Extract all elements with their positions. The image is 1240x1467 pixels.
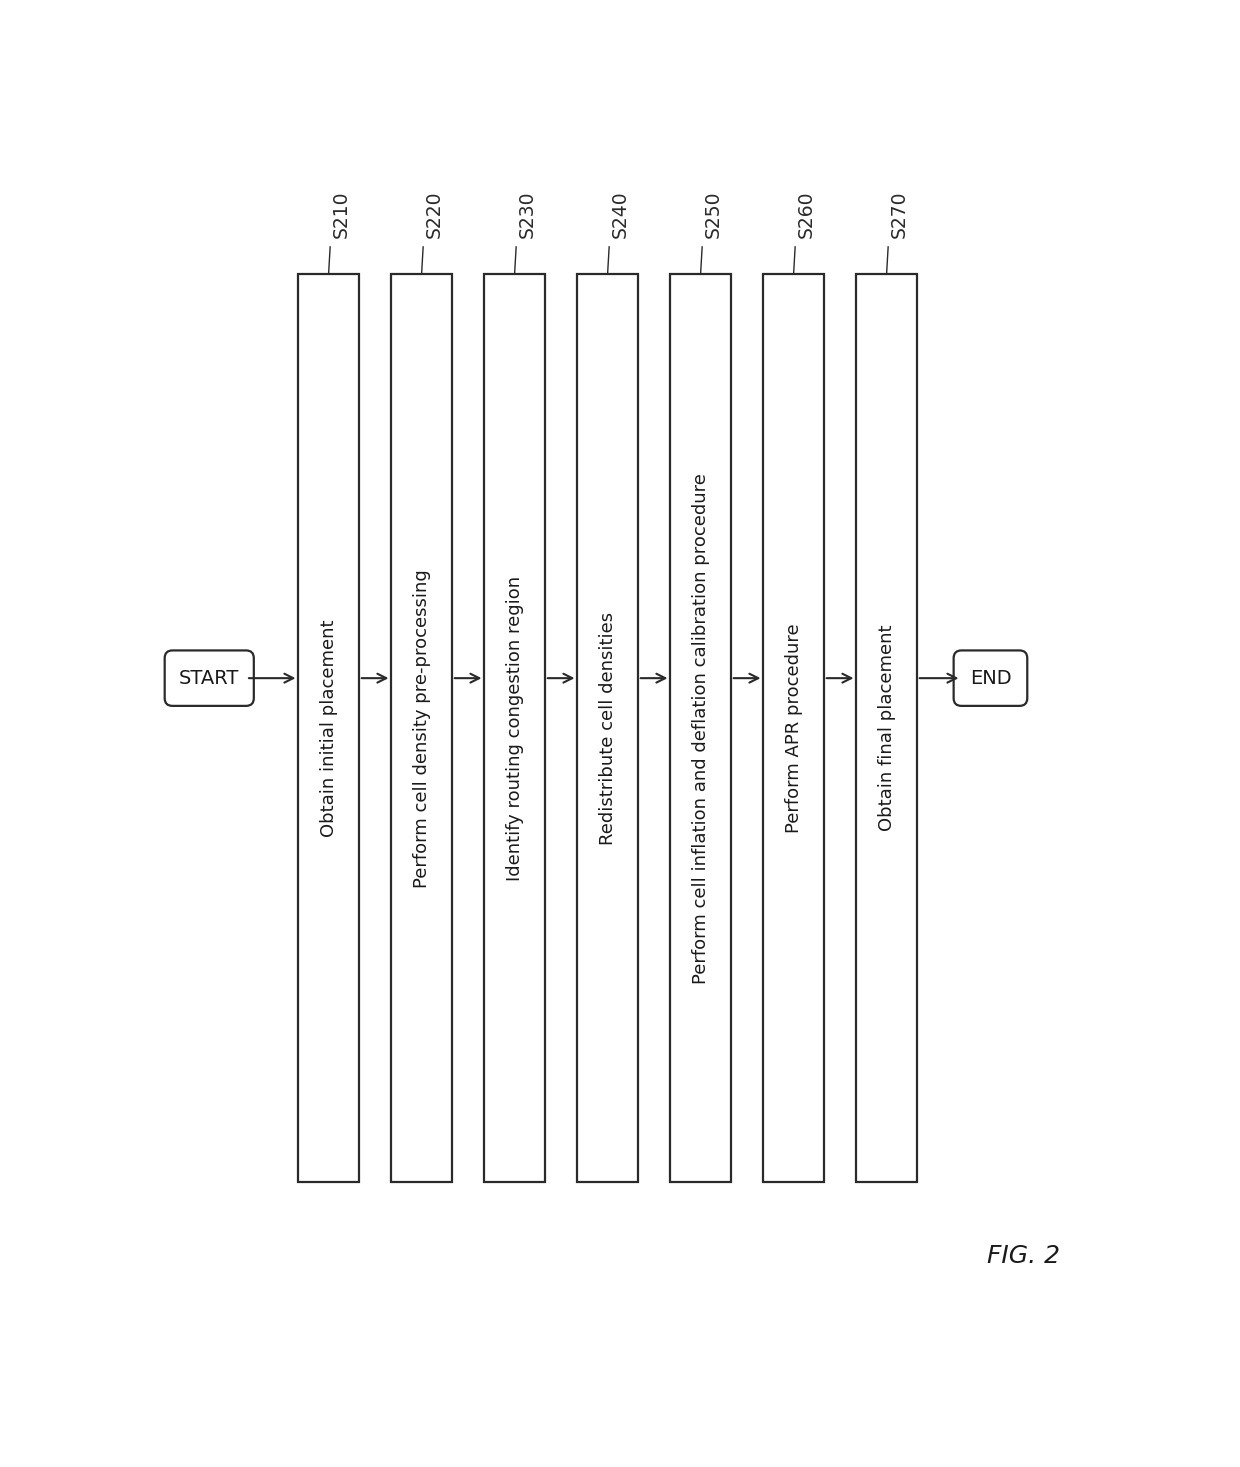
Text: Perform cell density pre-processing: Perform cell density pre-processing	[413, 569, 430, 888]
Text: Perform APR procedure: Perform APR procedure	[785, 623, 802, 833]
Bar	[299, 274, 358, 1182]
Text: S250: S250	[704, 191, 723, 239]
Bar	[578, 274, 637, 1182]
Bar	[392, 274, 451, 1182]
Text: S220: S220	[424, 191, 444, 239]
Bar	[764, 274, 823, 1182]
Text: Obtain final placement: Obtain final placement	[878, 625, 895, 832]
Text: S230: S230	[518, 191, 537, 239]
Bar	[671, 274, 730, 1182]
FancyBboxPatch shape	[165, 650, 254, 706]
Text: END: END	[970, 669, 1012, 688]
Text: START: START	[179, 669, 239, 688]
Text: Perform cell inflation and deflation calibration procedure: Perform cell inflation and deflation cal…	[692, 472, 709, 983]
FancyBboxPatch shape	[954, 650, 1027, 706]
Text: S260: S260	[796, 191, 816, 239]
Text: S240: S240	[610, 191, 630, 239]
Text: FIG. 2: FIG. 2	[987, 1244, 1059, 1267]
Text: Redistribute cell densities: Redistribute cell densities	[599, 612, 616, 845]
Text: Obtain initial placement: Obtain initial placement	[320, 619, 337, 836]
Text: S210: S210	[332, 191, 351, 239]
Text: S270: S270	[889, 191, 909, 239]
Bar	[485, 274, 544, 1182]
Bar	[857, 274, 916, 1182]
Text: Identify routing congestion region: Identify routing congestion region	[506, 575, 523, 880]
